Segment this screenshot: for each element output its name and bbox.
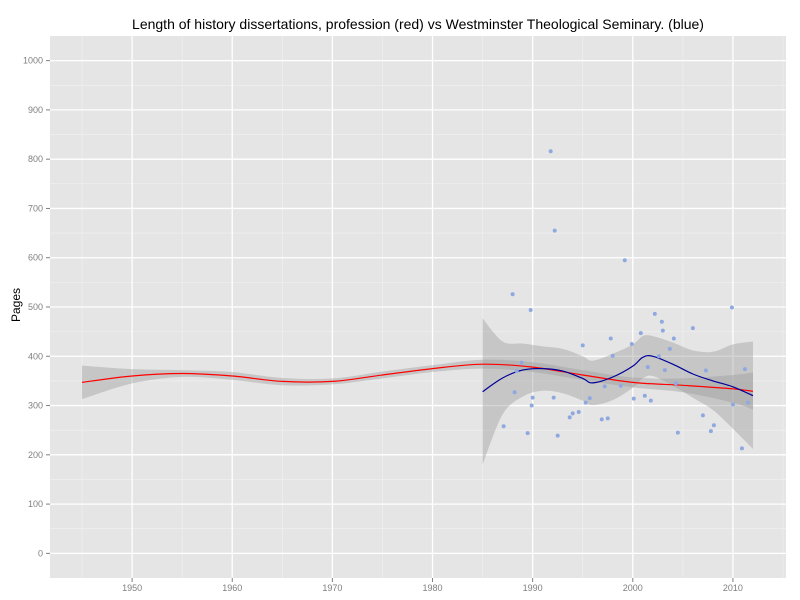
data-point [548,149,553,154]
data-point [711,423,716,428]
data-point [580,343,585,348]
x-tick-label: 2000 [623,583,643,593]
smooth-line-series-2 [482,355,754,397]
x-tick-label: 1960 [222,583,242,593]
data-point [660,328,665,333]
data-point [576,409,581,414]
y-tick-label: 1000 [23,56,43,66]
y-tick-label: 300 [28,401,43,411]
confidence-band-series-1 [82,359,753,410]
y-tick-label: 600 [28,253,43,263]
x-tick-labels: 1950 1960 1970 1980 1990 2000 2010 [122,583,743,593]
data-point [608,336,613,341]
data-point [675,430,680,435]
y-tick-label: 800 [28,154,43,164]
data-point [708,429,713,434]
x-tick-label: 2010 [723,583,743,593]
data-point [552,228,557,233]
smooth-line-series-1 [81,363,754,392]
confidence-band-series-2 [482,318,753,465]
minor-grid [50,36,786,578]
data-point [555,433,560,438]
data-point [610,353,615,358]
data-point [645,365,650,370]
data-point [618,383,623,388]
axis-ticks [46,60,734,582]
data-point [587,396,592,401]
data-point [602,384,607,389]
smooth-lines [81,355,754,397]
data-point [638,331,643,336]
data-point [652,311,657,316]
data-point [605,416,610,421]
data-point [745,400,750,405]
data-point [662,368,667,373]
data-point [631,396,636,401]
data-point [529,403,534,408]
data-point [551,395,556,400]
data-point [583,400,588,405]
y-tick-label: 400 [28,351,43,361]
y-tick-label: 100 [28,499,43,509]
y-tick-labels: 0 100 200 300 400 500 600 700 800 900 1000 [23,56,43,559]
data-point [525,431,530,436]
data-point [530,395,535,400]
data-point [648,398,653,403]
data-point [656,354,661,359]
data-point [510,292,515,297]
data-point [528,307,533,312]
y-axis-label: Pages [9,288,23,322]
data-point [642,393,647,398]
data-point [570,411,575,416]
x-tick-label: 1980 [423,583,443,593]
data-point [629,341,634,346]
data-point [730,402,735,407]
data-point [703,368,708,373]
data-point [514,369,519,374]
y-tick-label: 900 [28,105,43,115]
chart-title: Length of history dissertations, profess… [132,16,704,32]
data-point [739,446,744,451]
data-point [599,417,604,422]
x-tick-label: 1970 [322,583,342,593]
data-point [700,413,705,418]
x-tick-label: 1990 [523,583,543,593]
data-points [501,149,750,451]
y-tick-label: 700 [28,203,43,213]
data-point [622,258,627,263]
data-point [501,424,506,429]
confidence-bands [82,318,753,465]
data-point [690,326,695,331]
data-point [659,319,664,324]
y-tick-label: 500 [28,302,43,312]
y-tick-label: 200 [28,450,43,460]
data-point [729,305,734,310]
major-grid [50,36,786,578]
data-point [519,360,524,365]
data-point [742,367,747,372]
data-point [667,346,672,351]
data-point [567,415,572,420]
x-tick-label: 1950 [122,583,142,593]
data-point [512,390,517,395]
data-point [671,336,676,341]
y-tick-label: 0 [38,548,43,558]
data-point [673,381,678,386]
